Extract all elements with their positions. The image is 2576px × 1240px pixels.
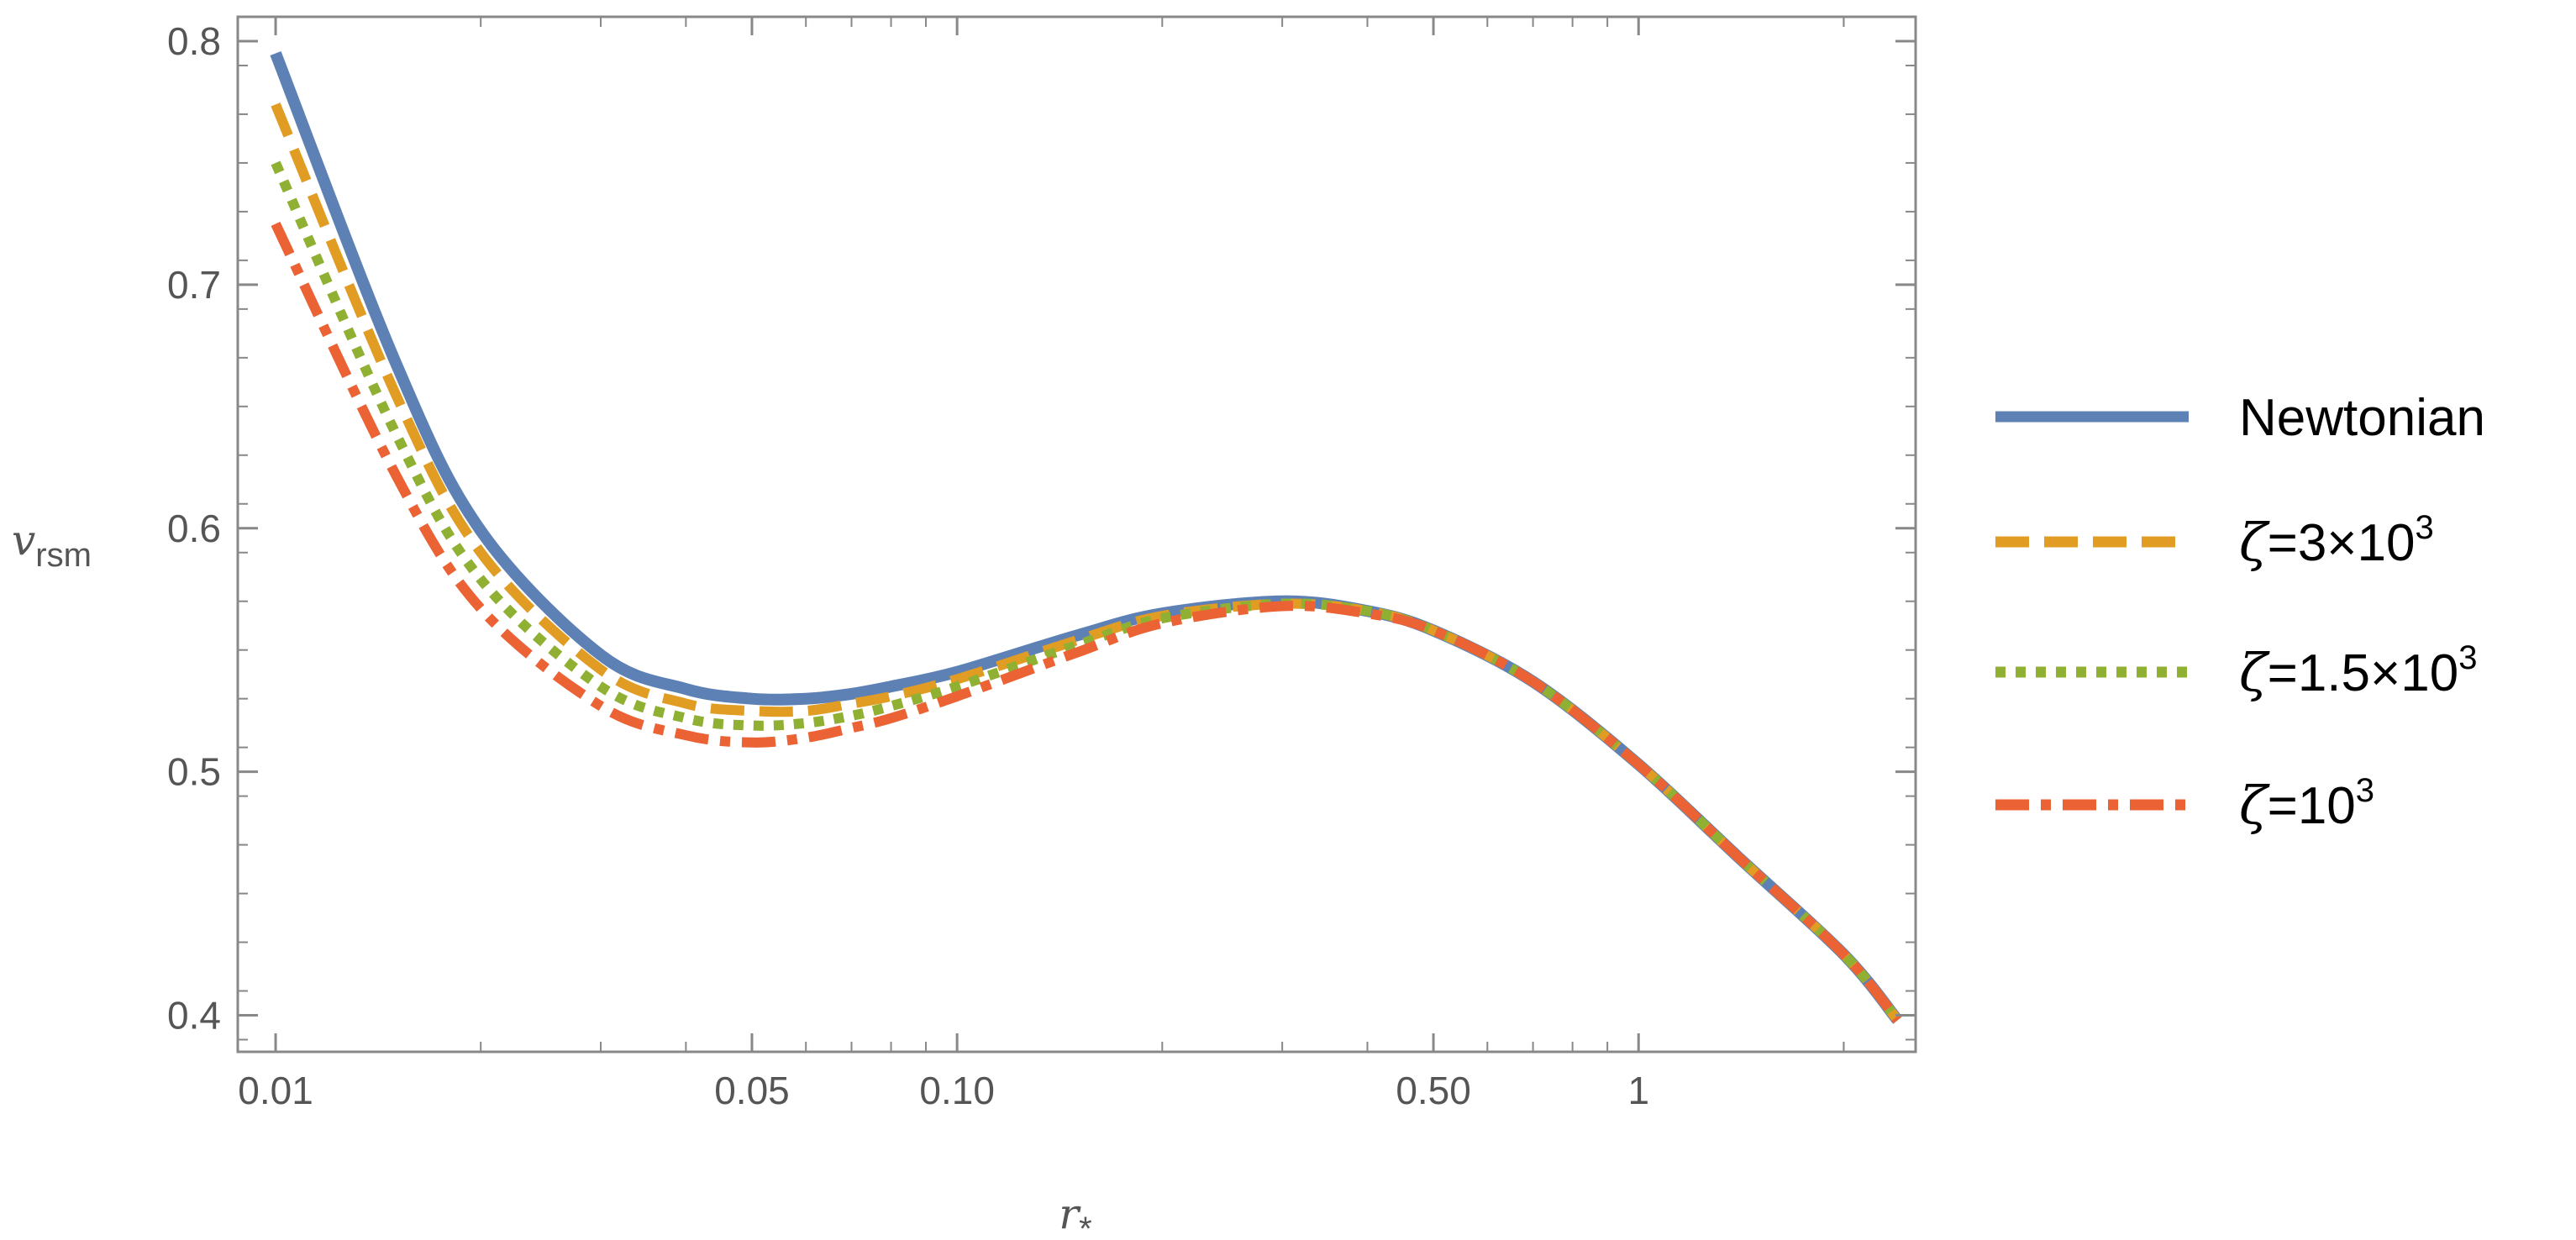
legend-entry-newtonian: Newtonian: [1995, 389, 2485, 447]
zeta-symbol: ζ: [2239, 512, 2270, 573]
legend-label-zeta-1p5e3-exp: 3: [2458, 639, 2477, 676]
y-tick-label: 0.7: [167, 263, 221, 307]
y-axis-ticks: 0.4 0.5 0.6 0.7 0.8: [167, 16, 1916, 1041]
legend-label-zeta-3e3: ζ=3×103: [2239, 509, 2434, 573]
series-line-3: [271, 221, 1902, 1024]
y-tick-label: 0.8: [167, 19, 221, 63]
x-axis-label-main: r: [1059, 1190, 1081, 1238]
x-axis-label-subscript: *: [1079, 1211, 1092, 1240]
y-tick-label: 0.4: [167, 994, 221, 1038]
series-line-1: [271, 102, 1902, 1024]
legend-label-zeta-3e3-exp: 3: [2415, 509, 2433, 546]
legend-label-newtonian: Newtonian: [2239, 389, 2485, 447]
legend: Newtonian ζ=3×103 ζ=1.5×103 ζ=103: [1995, 389, 2485, 836]
legend-entry-zeta-1e3: ζ=103: [1995, 772, 2374, 836]
x-tick-label: 0.01: [238, 1069, 313, 1112]
legend-entry-zeta-1p5e3: ζ=1.5×103: [1995, 639, 2477, 703]
plot-frame: [236, 15, 1917, 1053]
y-axis-label-main: v: [12, 516, 35, 565]
x-tick-label: 1: [1627, 1069, 1649, 1112]
x-tick-label: 0.50: [1396, 1069, 1471, 1112]
legend-entry-zeta-3e3: ζ=3×103: [1995, 509, 2434, 573]
x-axis-label: r*: [1059, 1190, 1091, 1240]
legend-label-zeta-3e3-base: =3×10: [2268, 514, 2416, 572]
legend-label-zeta-1e3: ζ=103: [2239, 772, 2374, 836]
x-tick-label: 0.05: [714, 1069, 790, 1112]
y-axis-label: vrsm: [12, 516, 92, 574]
legend-label-zeta-1p5e3-base: =1.5×10: [2268, 644, 2459, 702]
y-tick-label: 0.6: [167, 507, 221, 550]
series-line-0: [270, 50, 1903, 1024]
legend-label-zeta-1e3-exp: 3: [2356, 772, 2374, 809]
y-axis-label-subscript: rsm: [35, 537, 92, 574]
x-axis-ticks: 0.01 0.05 0.10 0.50 1: [238, 17, 1845, 1112]
chart-curves: [270, 50, 1903, 1024]
y-tick-label: 0.5: [167, 750, 221, 794]
legend-label-zeta-1e3-base: =10: [2268, 777, 2356, 835]
x-tick-label: 0.10: [919, 1069, 995, 1112]
legend-label-zeta-1p5e3: ζ=1.5×103: [2239, 639, 2477, 703]
zeta-symbol: ζ: [2239, 775, 2270, 836]
zeta-symbol: ζ: [2239, 642, 2270, 703]
